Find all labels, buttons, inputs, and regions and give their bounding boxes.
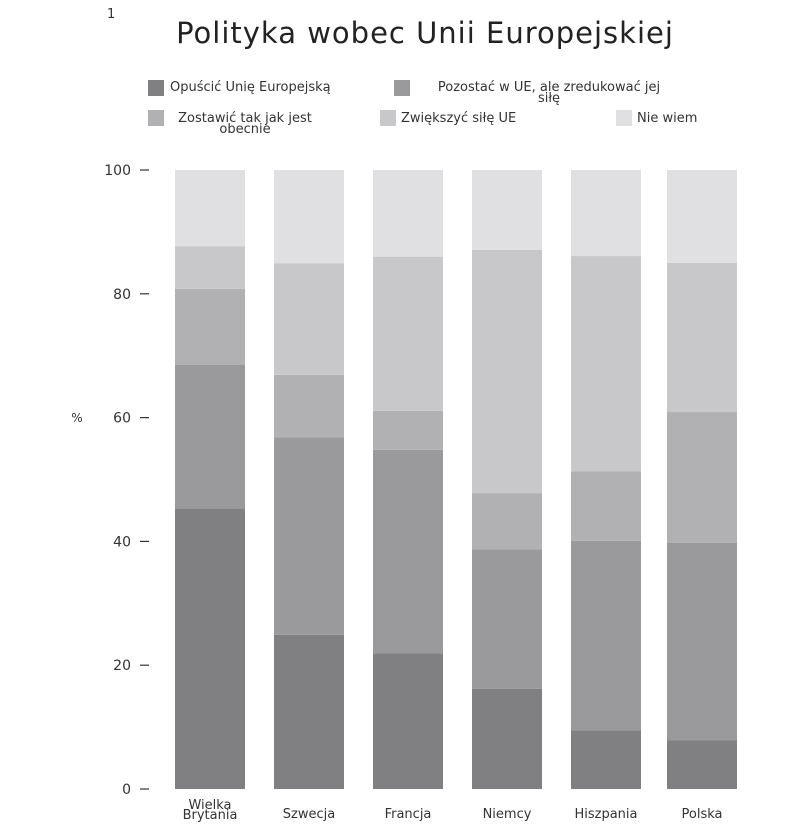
y-tick-label: 100 [104,163,131,179]
bar-segment-3-1 [472,549,542,689]
bar-segment-0-0 [175,508,245,789]
legend-swatch-leave-eu [148,80,164,96]
chart-legend: Opuścić Unię Europejską Pozostać w UE, a… [0,0,810,140]
x-category-label: Niemcy [483,807,532,822]
bar-segment-4-2 [571,471,641,541]
bar-segment-2-0 [373,653,443,789]
bar-segment-4-0 [571,730,641,789]
bar-segment-1-3 [274,263,344,375]
y-tick-label: 60 [113,411,131,427]
bar-segment-0-3 [175,246,245,289]
y-tick-label: 40 [113,534,131,550]
bar-segment-3-4 [472,170,542,250]
y-axis-label: % [71,411,82,425]
bar-segment-3-3 [472,249,542,494]
bar-segment-5-1 [667,542,737,741]
legend-label-increase-power: Zwiększyć siłę UE [401,111,517,126]
bar-segment-4-4 [571,170,641,257]
y-tick-label: 0 [122,782,131,798]
bar-segment-2-4 [373,170,443,257]
bar-segment-5-0 [667,740,737,789]
legend-label-leave-eu: Opuścić Unię Europejską [170,80,331,95]
legend-label-keep-as-is: Zostawić tak jak jest obecnie [178,111,312,137]
bar-segment-4-1 [571,540,641,731]
legend-swatch-reduce-power [394,80,410,96]
bar-segment-4-3 [571,256,641,472]
legend-swatch-keep-as-is [148,110,164,126]
bar-segment-2-1 [373,449,443,654]
bar-segment-0-4 [175,170,245,247]
bar-segment-5-3 [667,262,737,413]
y-tick-label: 80 [113,287,131,303]
bar-segment-2-2 [373,410,443,450]
legend-label-reduce-power: Pozostać w UE, ale zredukować jej siłę [437,80,661,106]
bar-segment-3-0 [472,688,542,789]
chart-title: Polityka wobec Unii Europejskiej [176,16,674,50]
bar-segment-0-1 [175,364,245,509]
bar-segment-0-2 [175,288,245,365]
page-number: 1 [107,7,116,22]
bar-segment-5-2 [667,412,737,543]
x-category-label: Wielka Brytania [183,798,238,823]
bar-segment-2-3 [373,256,443,411]
x-category-label: Polska [682,807,723,822]
x-category-label: Szwecja [283,807,335,822]
bar-segment-1-4 [274,170,344,264]
bar-segment-5-4 [667,170,737,263]
bar-segment-1-1 [274,437,344,635]
legend-swatch-increase-power [380,110,396,126]
bar-segment-3-2 [472,493,542,550]
x-category-label: Hiszpania [574,807,637,822]
legend-swatch-dont-know [616,110,632,126]
bar-segment-1-0 [274,634,344,789]
legend-label-dont-know: Nie wiem [637,111,698,126]
x-category-label: Francja [385,807,432,822]
y-tick-label: 20 [113,658,131,674]
bar-segment-1-2 [274,374,344,438]
